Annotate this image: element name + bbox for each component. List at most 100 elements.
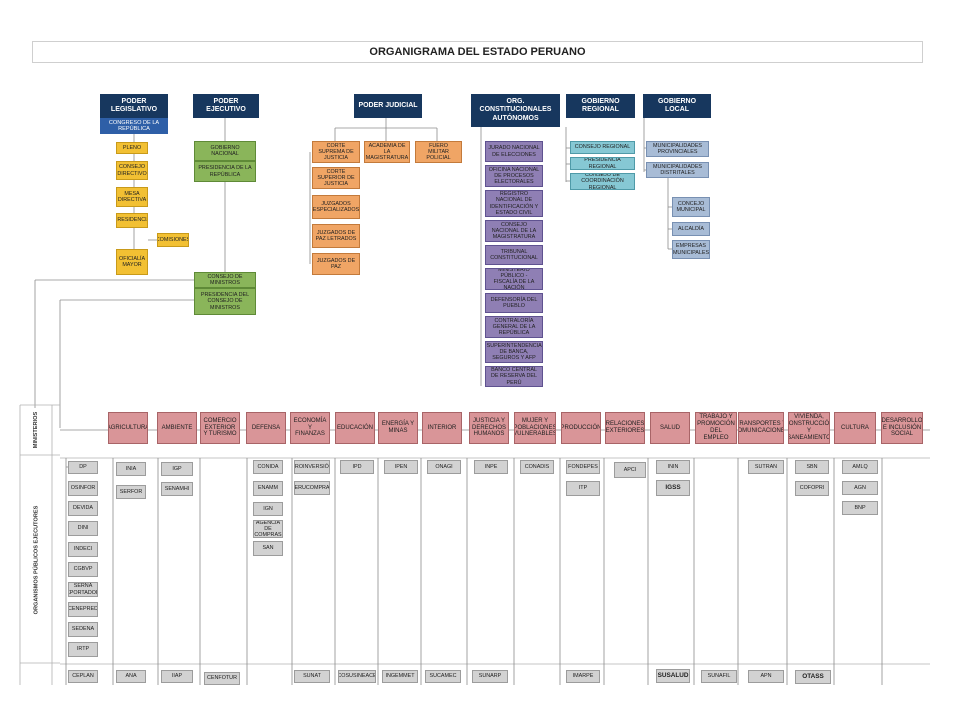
org-box-oficialia-mayor: OFICIALÍA MAYOR <box>116 249 148 275</box>
org-box-jne: JURADO NACIONAL DE ELECCIONES <box>485 141 543 162</box>
org-box-pleno: PLENO <box>116 142 148 154</box>
org-box-mesa-directiva: MESA DIRECTIVA <box>116 187 148 207</box>
org-box-sbs: SUPERINTENDENCIA DE BANCA, SEGUROS Y AFP <box>485 341 543 363</box>
opd-sucamec: SUCAMEC <box>425 670 461 683</box>
opd-devida: DEVIDA <box>68 501 98 516</box>
opd-cenfotur: CENFOTUR <box>204 672 240 685</box>
opd-sbn: SBN <box>795 460 829 474</box>
opd-senamhi: SENAMHI <box>161 482 193 496</box>
opd-sedena: SEDENA <box>68 622 98 637</box>
opd-susalud: SUSALUD <box>656 669 690 683</box>
opd-perucompras: PERUCOMPRAS <box>294 481 330 495</box>
opd-igss: IGSS <box>656 480 690 496</box>
org-box-ministerio-publico: MINISTERIO PÚBLICO - FISCALÍA DE LA NACI… <box>485 268 543 290</box>
org-box-consejo-directivo: CONSEJO DIRECTIVO <box>116 161 148 180</box>
org-box-contraloria: CONTRALORÍA GENERAL DE LA REPÚBLICA <box>485 316 543 338</box>
opd-san: SAN <box>253 541 283 556</box>
opd-ingemmet: INGEMMET <box>382 670 418 683</box>
ministry-agricultura: AGRICULTURA <box>108 412 148 444</box>
opd-ign: IGN <box>253 502 283 516</box>
ministry-justicia: JUSTICIA Y DERECHOS HUMANOS <box>469 412 509 444</box>
opd-otass: OTASS <box>795 670 831 684</box>
ministry-produccion: PRODUCCIÓN <box>561 412 601 444</box>
opd-sunafil: SUNAFIL <box>701 670 737 683</box>
org-box-juzgados-paz: JUZGADOS DE PAZ <box>312 253 360 275</box>
page-title: ORGANIGRAMA DEL ESTADO PERUANO <box>32 41 923 63</box>
opd-ceplan: CEPLAN <box>68 670 98 683</box>
ministry-educacion: EDUCACIÓN <box>335 412 375 444</box>
ministry-mujer: MUJER Y POBLACIONES VULNERABLES <box>514 412 556 444</box>
ministry-energia: ENERGÍA Y MINAS <box>378 412 418 444</box>
header-congreso: CONGRESO DE LA REPÚBLICA <box>100 118 168 134</box>
opd-serna-exportadora: SERNA EXPORTADORA <box>68 582 98 597</box>
opd-indeci: INDECI <box>68 542 98 557</box>
org-box-fuero-militar: FUERO MILITAR POLICIAL <box>415 141 462 163</box>
ministry-salud: SALUD <box>650 412 690 444</box>
org-box-consejo-regional: CONSEJO REGIONAL <box>570 141 635 154</box>
org-box-academia-magistratura: ACADEMIA DE LA MAGISTRATURA <box>364 141 410 163</box>
org-box-municipalidades-provinciales: MUNICIPALIDADES PROVINCIALES <box>646 141 709 157</box>
org-box-juzgados-paz-letrados: JUZGADOS DE PAZ LETRADOS <box>312 224 360 248</box>
org-box-comisiones: COMISIONES <box>157 233 189 247</box>
header-org-constitucionales: ORG. CONSTITUCIONALES AUTÓNOMOS <box>471 94 560 127</box>
org-box-corte-superior: CORTE SUPERIOR DE JUSTICIA <box>312 167 360 189</box>
opd-ipd: IPD <box>340 460 374 474</box>
ministry-comercio: COMERCIO EXTERIOR Y TURISMO <box>200 412 240 444</box>
opd-imarpe: IMARPE <box>566 670 600 683</box>
opd-inpe: INPE <box>474 460 508 474</box>
opd-dini: DINI <box>68 521 98 536</box>
opd-ipen: IPEN <box>384 460 418 474</box>
org-box-empresas-municipales: EMPRESAS MUNICIPALES <box>672 240 710 259</box>
opd-irtp: IRTP <box>68 642 98 657</box>
header-poder-legislativo: PODER LEGISLATIVO <box>100 94 168 118</box>
opd-proinversion: PROINVERSIÓN <box>294 460 330 474</box>
org-box-juzgados-especializados: JUZGADOS ESPECIALIZADOS <box>312 195 360 219</box>
ministry-interior: INTERIOR <box>422 412 462 444</box>
ministry-cultura: CULTURA <box>834 412 876 444</box>
ministry-desarrollo: DESARROLLO E INCLUSIÓN SOCIAL <box>881 412 923 444</box>
org-box-bcrp: BANCO CENTRAL DE RESERVA DEL PERÚ <box>485 366 543 387</box>
opd-cenepred: CENEPRED <box>68 602 98 617</box>
org-box-gobierno-nacional: GOBIERNO NACIONAL <box>194 141 256 161</box>
org-box-presidencia: PRESIDENCIA <box>116 213 148 228</box>
opd-igp: IGP <box>161 462 193 476</box>
opd-enamm: ENAMM <box>253 481 283 496</box>
opd-onagi: ONAGI <box>427 460 461 474</box>
opd-itp: ITP <box>566 481 600 496</box>
opd-apn: APN <box>748 670 784 683</box>
opd-dp: DP <box>68 461 98 474</box>
org-box-pcm: PRESIDENCIA DEL CONSEJO DE MINISTROS <box>194 288 256 315</box>
side-label-ministerios: MINISTERIOS <box>33 411 39 449</box>
opd-sunat: SUNAT <box>294 670 330 683</box>
opd-cosusineace: COSUSINEACE <box>338 670 376 683</box>
org-box-coordinacion-regional: CONSEJO DE COORDINACIÓN REGIONAL <box>570 173 635 190</box>
opd-inin: ININ <box>656 460 690 474</box>
org-box-cnm: CONSEJO NACIONAL DE LA MAGISTRATURA <box>485 220 543 242</box>
side-label-opd: ORGANISMOS PÚBLICOS EJECUTORES <box>33 505 39 615</box>
org-box-presidencia-republica: PRESIDENCIA DE LA REPÚBLICA <box>194 161 256 182</box>
org-box-alcaldia: ALCALDÍA <box>672 222 710 236</box>
org-box-presidencia-regional: PRESIDENCIA REGIONAL <box>570 157 635 170</box>
opd-apci: APCI <box>614 462 646 478</box>
ministry-vivienda: VIVIENDA, CONSTRUCCIÓN Y SANEAMIENTO <box>788 412 830 444</box>
opd-agencia-compras: AGENCIA DE COMPRAS <box>253 520 283 538</box>
opd-serfor: SERFOR <box>116 485 146 499</box>
org-box-concejo-municipal: CONCEJO MUNICIPAL <box>672 197 710 217</box>
opd-cofopri: COFOPRI <box>795 481 829 496</box>
opd-bnp: BNP <box>842 501 878 515</box>
header-poder-ejecutivo: PODER EJECUTIVO <box>193 94 259 118</box>
opd-iiap: IIAP <box>161 670 193 683</box>
header-gobierno-local: GOBIERNO LOCAL <box>643 94 711 118</box>
opd-sunarp: SUNARP <box>472 670 508 683</box>
ministry-economia: ECONOMÍA Y FINANZAS <box>290 412 330 444</box>
opd-osinfor: OSINFOR <box>68 481 98 496</box>
org-box-corte-suprema: CORTE SUPREMA DE JUSTICIA <box>312 141 360 163</box>
opd-conida: CONIDA <box>253 460 283 474</box>
ministry-defensa: DEFENSA <box>246 412 286 444</box>
opd-conadis: CONADIS <box>520 460 554 474</box>
opd-inia: INIA <box>116 462 146 476</box>
ministry-relaciones: RELACIONES EXTERIORES <box>605 412 645 444</box>
opd-fondepes: FONDEPES <box>566 460 600 474</box>
